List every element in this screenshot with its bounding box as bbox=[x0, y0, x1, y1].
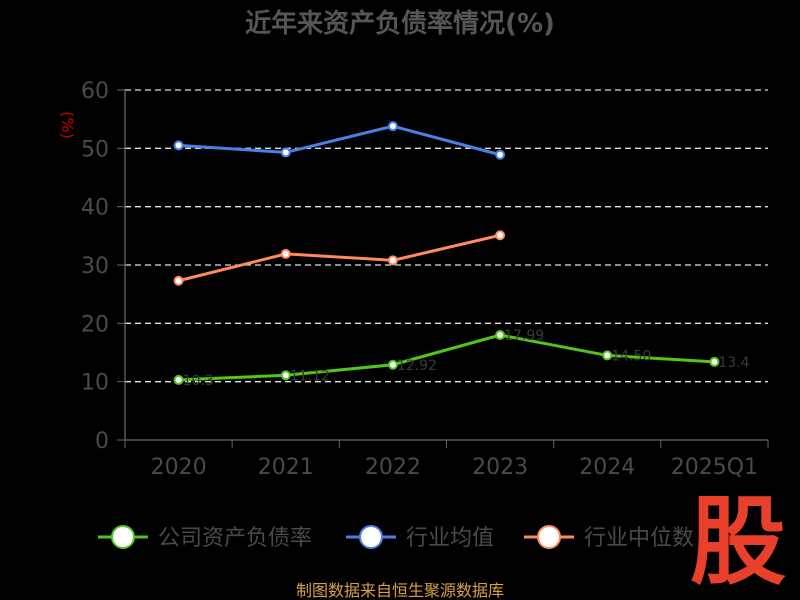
data-point bbox=[387, 121, 398, 132]
x-tick-label: 2023 bbox=[472, 455, 528, 480]
x-tick-label: 2025Q1 bbox=[671, 455, 758, 480]
series-line bbox=[178, 124, 501, 157]
data-point bbox=[387, 359, 398, 370]
data-point bbox=[280, 248, 291, 259]
data-label: 14.50 bbox=[611, 348, 651, 364]
data-point bbox=[173, 374, 184, 385]
legend-marker[interactable] bbox=[359, 525, 383, 549]
data-point bbox=[173, 140, 184, 151]
data-label: 10.3 bbox=[183, 373, 214, 389]
data-label: 13.4 bbox=[718, 355, 749, 371]
y-tick-label: 50 bbox=[81, 137, 109, 162]
y-tick-label: 40 bbox=[81, 196, 109, 221]
data-label: 11.12 bbox=[290, 368, 330, 384]
chart-title: 近年来资产负债率情况(%) bbox=[245, 8, 555, 39]
x-tick-label: 2021 bbox=[258, 455, 314, 480]
data-point bbox=[709, 356, 720, 367]
y-tick-label: 60 bbox=[81, 79, 109, 104]
data-point bbox=[495, 330, 506, 340]
legend[interactable]: 公司资产负债率 行业均值 行业中位数 bbox=[98, 525, 694, 551]
legend-marker[interactable] bbox=[537, 525, 561, 549]
data-label: 17.99 bbox=[504, 328, 544, 344]
data-point bbox=[387, 255, 398, 266]
y-tick-labels: 0 10 20 30 40 50 60 bbox=[81, 79, 109, 454]
x-tick-label: 2022 bbox=[365, 455, 421, 480]
data-label: 12.92 bbox=[397, 358, 437, 374]
series-line bbox=[178, 333, 715, 382]
series-layer: 10.3 11.12 12.92 17.99 14.50 13.4 bbox=[173, 121, 750, 389]
data-point bbox=[280, 147, 291, 158]
legend-label[interactable]: 行业均值 bbox=[406, 526, 494, 551]
x-tick-label: 2024 bbox=[579, 455, 635, 480]
series-line bbox=[178, 233, 501, 283]
y-tick-label: 0 bbox=[95, 429, 109, 454]
data-point bbox=[495, 230, 506, 241]
data-point bbox=[495, 149, 506, 160]
legend-label[interactable]: 行业中位数 bbox=[584, 526, 694, 551]
data-point bbox=[280, 370, 291, 381]
x-tick-label: 2020 bbox=[151, 455, 207, 480]
brand-logo: 股 bbox=[690, 486, 786, 598]
axes bbox=[124, 90, 769, 448]
x-tick-labels: 2020 2021 2022 2023 2024 2025Q1 bbox=[151, 455, 758, 480]
data-source-note: 制图数据来自恒生聚源数据库 bbox=[296, 581, 504, 600]
grid-lines bbox=[117, 89, 768, 441]
legend-label[interactable]: 公司资产负债率 bbox=[158, 526, 312, 551]
data-point bbox=[173, 275, 184, 286]
y-tick-label: 10 bbox=[81, 371, 109, 396]
y-axis-label: (%) bbox=[58, 111, 77, 139]
data-point bbox=[602, 350, 613, 361]
y-tick-label: 30 bbox=[81, 254, 109, 279]
y-tick-label: 20 bbox=[81, 312, 109, 337]
legend-marker[interactable] bbox=[111, 525, 135, 549]
